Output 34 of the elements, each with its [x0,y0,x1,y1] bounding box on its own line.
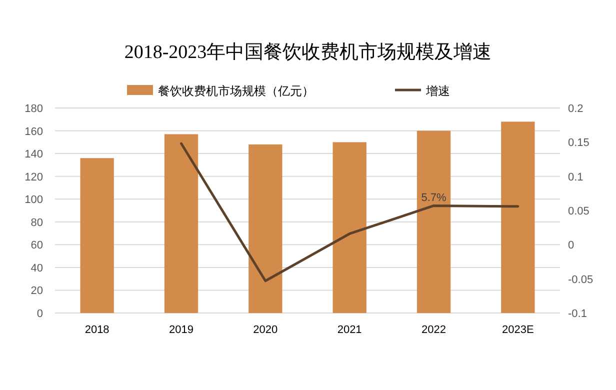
legend-label: 增速 [425,84,450,98]
y-tick-label: 80 [30,216,43,229]
x-tick-label: 2023E [502,324,534,336]
y2-tick-label: 0.05 [568,206,590,218]
bar [164,134,198,313]
y2-tick-label: 0 [568,240,574,252]
y-tick-label: 60 [30,240,43,252]
y-tick-label: 180 [24,103,43,115]
annotation: 5.7% [421,192,446,204]
y-tick-label: 100 [24,194,43,206]
y-tick-label: 120 [24,171,43,184]
bar [80,158,114,313]
x-tick-label: 2021 [337,324,362,336]
y2-tick-label: 0.15 [568,137,590,150]
y2-tick-label: -0.05 [568,274,594,286]
y2-tick-label: 0.1 [568,171,584,184]
y2-tick-label: 0.2 [568,103,584,115]
line-series [180,142,520,282]
x-tick-label: 2022 [422,324,446,336]
y-tick-label: 140 [24,148,43,161]
x-tick-label: 2018 [84,324,110,336]
bar [501,122,535,313]
y2-tick-label: -0.1 [568,308,587,320]
y-tick-label: 160 [24,126,43,138]
bar [332,142,366,313]
chart-title: 2018-2023年中国餐饮收费机市场规模及增速 [124,41,492,63]
legend-label: 餐饮收费机市场规模（亿元） [158,84,314,98]
y-tick-label: 0 [36,308,43,320]
y-tick-label: 40 [30,262,43,274]
x-tick-label: 2020 [253,324,278,336]
bar [248,144,282,313]
y-tick-label: 20 [30,285,43,298]
bar [416,130,451,313]
x-tick-label: 2019 [169,324,194,336]
